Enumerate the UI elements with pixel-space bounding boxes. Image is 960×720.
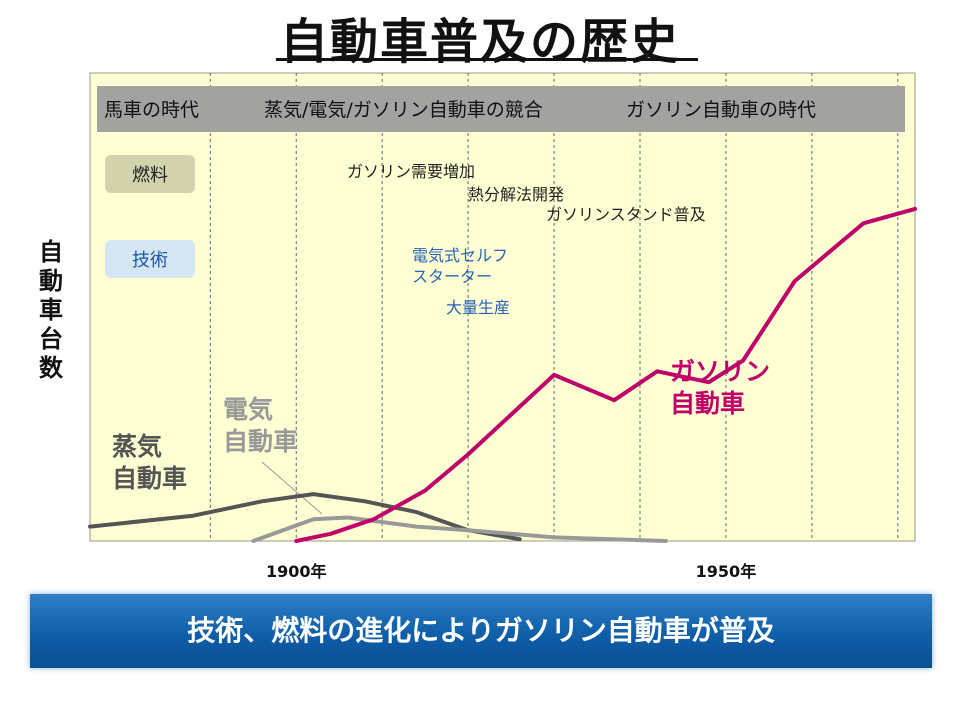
title-underline — [276, 58, 698, 61]
tech-label-box — [105, 240, 195, 278]
tech-event-mass-production: 大量生産 — [446, 298, 510, 317]
series-line-0 — [88, 492, 522, 542]
curve-label-1-line-1: 自動車 — [223, 427, 298, 456]
adoption-chart: 馬車の時代 蒸気/電気/ガソリン自動車の競合 ガソリン自動車の時代 燃料 技術 … — [88, 72, 917, 581]
era-band — [97, 86, 905, 132]
curve-label-1-line-0: 電気 — [223, 395, 273, 424]
tech-label: 技術 — [132, 250, 168, 271]
era-label-competition: 蒸気/電気/ガソリン自動車の競合 — [264, 99, 543, 121]
tech-event-starter-line1: 電気式セルフ — [412, 246, 508, 265]
grid-lines — [209, 73, 899, 541]
curve-label-0-line-1: 自動車 — [112, 464, 187, 493]
series-layer — [88, 206, 917, 543]
fuel-label-box — [105, 155, 195, 193]
tech-event-starter-line2: スターター — [412, 267, 492, 286]
fuel-label: 燃料 — [132, 165, 168, 186]
curve-label-2-line-1: 自動車 — [670, 389, 745, 418]
era-label-gasoline: ガソリン自動車の時代 — [626, 99, 816, 121]
era-label-carriage: 馬車の時代 — [104, 99, 199, 121]
x-tick-label-1: 1950年 — [696, 562, 757, 581]
fuel-event-demand: ガソリン需要増加 — [347, 162, 475, 181]
series-line-1 — [251, 515, 668, 543]
series-line-2 — [294, 206, 917, 543]
summary-banner: 技術、燃料の進化によりガソリン自動車が普及 — [30, 594, 932, 668]
summary-banner-text: 技術、燃料の進化によりガソリン自動車が普及 — [187, 614, 775, 647]
fuel-event-stations: ガソリンスタンド普及 — [546, 205, 706, 224]
curve-label-0-line-0: 蒸気 — [112, 432, 162, 461]
curve-label-2-line-0: ガソリン — [670, 357, 770, 386]
x-tick-label-0: 1900年 — [266, 562, 327, 581]
fuel-event-cracking: 熱分解法開発 — [468, 185, 564, 204]
electric-label-pointer — [261, 461, 323, 515]
x-axis-ticks: 1900年 1950年 — [266, 562, 756, 581]
y-axis-label: 自動車台数 — [39, 238, 63, 382]
